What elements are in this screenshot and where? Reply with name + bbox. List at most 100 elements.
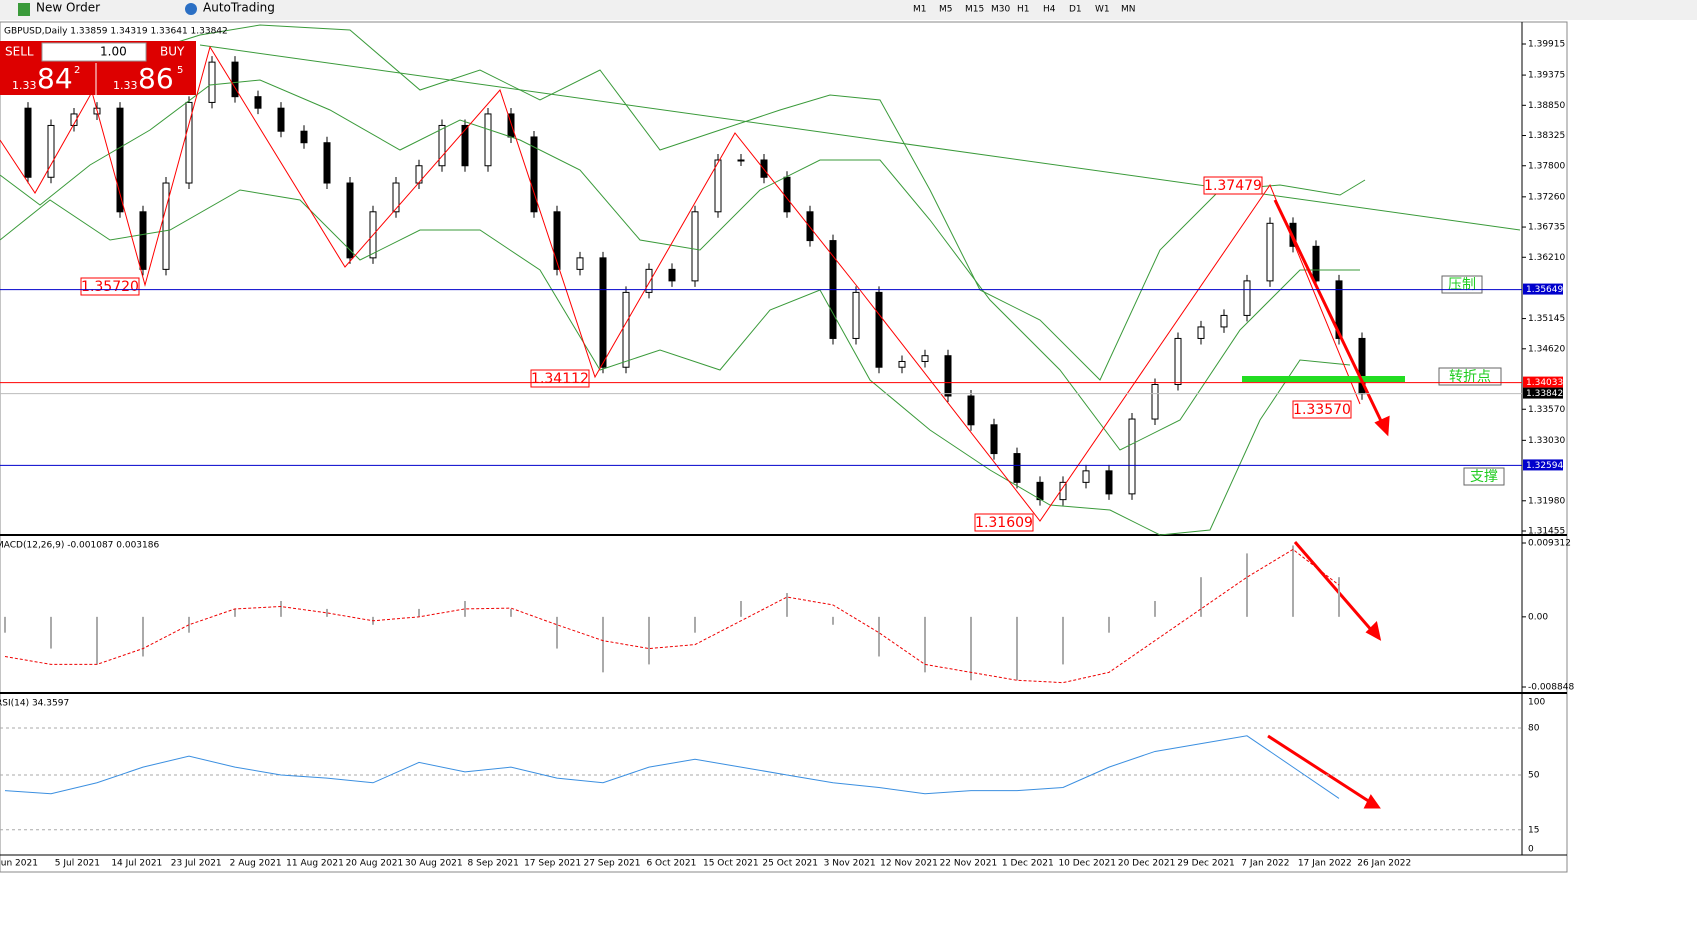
annotation-box — [1292, 400, 1352, 419]
timeframe-button[interactable]: MN — [1121, 5, 1136, 15]
candle — [162, 182, 170, 270]
arrow-head — [1363, 794, 1381, 809]
y-tick-label: 1.36735 — [1528, 223, 1565, 233]
timeframe-button[interactable]: H4 — [1043, 5, 1056, 15]
y-tick-label: 1.37800 — [1528, 161, 1565, 171]
timeframe-button[interactable]: M1 — [913, 5, 927, 15]
new-order[interactable]: New Order — [36, 1, 100, 15]
zigzag — [0, 45, 1361, 522]
y-tick-label: 1.34620 — [1528, 344, 1565, 354]
chart-title: GBPUSD,Daily 1.33859 1.34319 1.33641 1.3… — [4, 27, 228, 37]
annotation: 1.34112 — [531, 371, 589, 387]
y-tick-label: 1.38850 — [1528, 101, 1565, 111]
macd-bar — [142, 616, 144, 657]
annotation-box — [974, 513, 1034, 532]
annotation: 压制 — [1448, 277, 1476, 293]
rsi-tick-label: 0 — [1528, 845, 1534, 855]
y-tick-label: 1.33030 — [1528, 436, 1565, 446]
sell-button[interactable]: SELL — [5, 45, 34, 59]
candle — [139, 211, 147, 270]
macd-signal — [4, 548, 1340, 684]
y-tick-label: 1.39375 — [1528, 71, 1565, 81]
macd-bar — [556, 616, 558, 649]
sell-sup: 2 — [74, 65, 80, 76]
x-tick-label: 10 Dec 2021 — [1058, 859, 1116, 869]
x-tick-label: 20 Aug 2021 — [346, 859, 404, 869]
timeframe-button[interactable]: M30 — [991, 5, 1010, 15]
x-tick-label: 6 Oct 2021 — [646, 859, 696, 869]
bollinger-lower — [0, 189, 1351, 536]
candle — [1335, 280, 1343, 339]
macd-title: MACD(12,26,9) -0.001087 0.003186 — [0, 541, 159, 551]
x-tick-label: 11 Aug 2021 — [286, 859, 344, 869]
candle — [116, 107, 124, 213]
rsi-line — [4, 735, 1340, 799]
macd-bar — [4, 616, 6, 633]
macd-bar — [234, 608, 236, 617]
y-tick-label: 1.37260 — [1528, 192, 1565, 202]
candle — [668, 268, 676, 282]
new-order-icon[interactable] — [18, 3, 30, 16]
arrow — [1267, 734, 1371, 804]
buy-button[interactable]: BUY — [160, 45, 185, 59]
x-tick-label: 2 Aug 2021 — [230, 859, 282, 869]
macd-bar — [740, 600, 742, 617]
candle — [622, 291, 630, 368]
x-tick-label: 7 Jan 2022 — [1241, 859, 1289, 869]
rsi-tick-label: 100 — [1528, 698, 1545, 708]
candle — [461, 124, 469, 167]
macd-bar — [1200, 577, 1202, 617]
timeframe-button[interactable]: D1 — [1069, 5, 1082, 15]
toolbar — [0, 0, 1697, 20]
level-tag — [1523, 459, 1563, 471]
candle — [1197, 326, 1205, 339]
macd-bar — [1154, 600, 1156, 617]
macd-bar — [464, 600, 466, 617]
macd-bar — [418, 608, 420, 617]
x-tick-label: 8 Sep 2021 — [468, 859, 519, 869]
timeframe-button[interactable]: W1 — [1095, 5, 1110, 15]
annotation-box — [1463, 467, 1505, 486]
x-tick-label: Jun 2021 — [0, 859, 38, 869]
buy-price[interactable]: 86 — [138, 62, 174, 95]
lot-size[interactable]: 1.00 — [100, 45, 127, 59]
main-chart — [24, 56, 1366, 506]
candle — [231, 61, 239, 98]
candle — [47, 124, 55, 178]
sell-price[interactable]: 84 — [37, 62, 73, 95]
candle — [70, 113, 78, 126]
candle — [1013, 453, 1021, 483]
candle — [1174, 337, 1182, 385]
macd-bar — [1016, 616, 1018, 681]
buy-prefix: 1.33 — [113, 79, 138, 92]
arrows — [1267, 199, 1390, 809]
y-tick-label: 1.36210 — [1528, 253, 1565, 263]
arrow-head — [1374, 415, 1390, 437]
chart-frame — [0, 21, 1568, 873]
candle — [990, 424, 998, 455]
x-tick-label: 1 Dec 2021 — [1002, 859, 1054, 869]
y-tick-label: 1.31455 — [1528, 527, 1565, 537]
candle — [1266, 222, 1274, 282]
timeframe-button[interactable]: M5 — [939, 5, 953, 15]
x-tick-label: 14 Jul 2021 — [111, 859, 162, 869]
x-tick-label: 12 Nov 2021 — [880, 859, 938, 869]
x-tick-label: 27 Sep 2021 — [583, 859, 640, 869]
x-tick-label: 30 Aug 2021 — [405, 859, 463, 869]
candle — [438, 124, 446, 167]
candle — [944, 355, 952, 397]
x-tick-label: 23 Jul 2021 — [171, 859, 222, 869]
candle — [599, 257, 607, 368]
autotrading[interactable]: AutoTrading — [203, 1, 275, 15]
lot-box[interactable] — [41, 42, 147, 62]
autotrading-icon[interactable] — [185, 3, 197, 15]
y-tick-label: 1.33570 — [1528, 405, 1565, 415]
macd-tick-label: -0.008848 — [1528, 683, 1574, 693]
annotation: 1.35720 — [81, 279, 139, 295]
timeframe-button[interactable]: M15 — [965, 5, 984, 15]
level-label: 1.35649 — [1526, 285, 1563, 295]
candle — [714, 159, 722, 213]
timeframe-button[interactable]: H1 — [1017, 5, 1030, 15]
